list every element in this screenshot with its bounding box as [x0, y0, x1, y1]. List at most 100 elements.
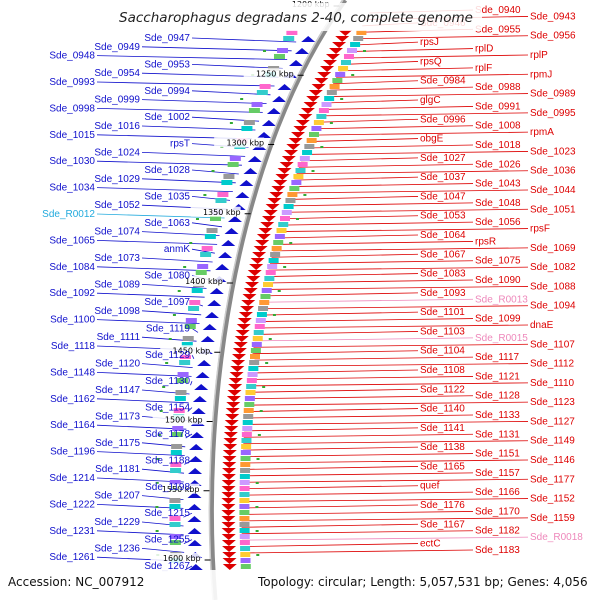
forward-gene-arrow	[303, 102, 318, 108]
track-tick	[262, 386, 266, 388]
right-connector	[296, 170, 529, 175]
cog-block	[170, 468, 182, 473]
forward-gene-arrow	[253, 246, 268, 252]
cog-block	[179, 360, 191, 365]
cog-block	[172, 426, 184, 431]
right-connector	[355, 35, 529, 40]
forward-gene-arrow	[227, 390, 242, 396]
cog-block	[273, 54, 285, 59]
left-gene-label: Sde_1074	[94, 227, 140, 238]
cog-block	[209, 216, 221, 221]
track-tick	[155, 482, 159, 484]
cog-block	[184, 324, 196, 329]
left-connector	[185, 433, 193, 439]
right-connector	[266, 273, 419, 277]
reverse-gene-arrow	[191, 408, 206, 414]
cog-block	[240, 462, 251, 467]
forward-gene-arrow	[281, 156, 296, 162]
cog-block	[240, 450, 251, 455]
track-tick	[265, 362, 269, 364]
right-connector	[241, 530, 474, 535]
left-gene-label: Sde_1089	[94, 279, 140, 290]
cog-block	[343, 54, 354, 59]
right-gene-label: Sde_1083	[420, 269, 466, 280]
right-connector	[254, 337, 474, 342]
track-tick	[155, 530, 159, 532]
left-gene-label: Sde_1178	[145, 429, 190, 440]
reverse-gene-arrow	[187, 516, 202, 522]
cog-block	[306, 138, 317, 143]
right-gene-label: Sde_1088	[530, 281, 576, 292]
left-gene-label: Sde_1207	[94, 491, 140, 502]
right-gene-label: Sde_1122	[420, 384, 465, 395]
left-connector	[183, 539, 193, 544]
right-gene-label: Sde_1170	[475, 506, 520, 517]
cog-block	[176, 378, 188, 383]
right-gene-label: Sde_1026	[475, 159, 521, 170]
cog-block	[169, 522, 181, 527]
forward-gene-arrow	[308, 90, 323, 96]
left-gene-label: Sde_0953	[144, 59, 190, 70]
cog-block	[197, 264, 209, 269]
right-connector	[333, 80, 419, 85]
footer-backdrop	[0, 570, 600, 600]
cog-block	[181, 342, 193, 347]
right-gene-label: Sde_1138	[420, 442, 465, 453]
left-gene-label: rpsT	[170, 139, 190, 150]
left-gene-label: Sde_1130	[145, 376, 190, 387]
forward-gene-arrow	[221, 522, 236, 528]
track-tick	[303, 194, 307, 196]
track-tick	[240, 98, 244, 100]
right-connector	[301, 157, 419, 162]
tick-label-backdrop	[152, 414, 203, 425]
left-connector	[96, 160, 242, 166]
right-connector	[303, 151, 529, 155]
left-connector	[96, 530, 184, 536]
cog-block	[267, 264, 278, 269]
right-gene-label: Sde_1023	[530, 146, 576, 157]
left-gene-label: Sde_1097	[144, 297, 190, 308]
right-connector	[276, 234, 419, 239]
forward-gene-arrow	[275, 174, 290, 180]
cog-block	[215, 198, 227, 203]
summary-text: Topology: circular; Length: 5,057,531 bp…	[257, 575, 588, 589]
cog-block	[324, 96, 335, 101]
track-tick	[259, 410, 263, 412]
forward-gene-arrow	[221, 486, 236, 492]
left-gene-label: Sde_1098	[94, 306, 140, 317]
cog-block	[239, 498, 250, 503]
right-connector	[241, 491, 474, 496]
cog-block	[246, 378, 257, 383]
cog-block	[299, 156, 310, 161]
forward-gene-arrow	[231, 360, 246, 366]
reverse-gene-arrow	[247, 156, 262, 162]
cog-block	[240, 558, 251, 563]
cog-block	[326, 90, 337, 95]
forward-gene-arrow	[288, 138, 303, 144]
right-connector	[348, 48, 474, 52]
right-gene-label: Sde_1027	[420, 153, 466, 164]
forward-gene-arrow	[300, 108, 315, 114]
cog-block	[250, 348, 261, 353]
forward-gene-arrow	[221, 480, 236, 486]
right-connector	[265, 279, 474, 284]
cog-block	[302, 150, 313, 155]
left-connector	[191, 37, 297, 43]
forward-gene-arrow	[238, 312, 253, 318]
forward-gene-arrow	[317, 72, 332, 78]
right-gene-label: Sde_1123	[530, 397, 575, 408]
cog-block	[279, 216, 290, 221]
left-gene-label: Sde_1236	[94, 543, 140, 554]
right-gene-label: Sde_1108	[420, 365, 465, 376]
cog-block	[169, 540, 181, 545]
forward-gene-arrow	[277, 168, 292, 174]
forward-gene-arrow	[269, 192, 284, 198]
cog-block	[182, 336, 194, 341]
track-tick	[255, 530, 259, 532]
left-gene-label: Sde_1063	[144, 218, 190, 229]
forward-gene-arrow	[258, 228, 273, 234]
forward-gene-arrow	[222, 564, 237, 570]
cog-block	[169, 498, 181, 503]
forward-gene-arrow	[325, 54, 340, 60]
forward-gene-arrow	[295, 120, 310, 126]
